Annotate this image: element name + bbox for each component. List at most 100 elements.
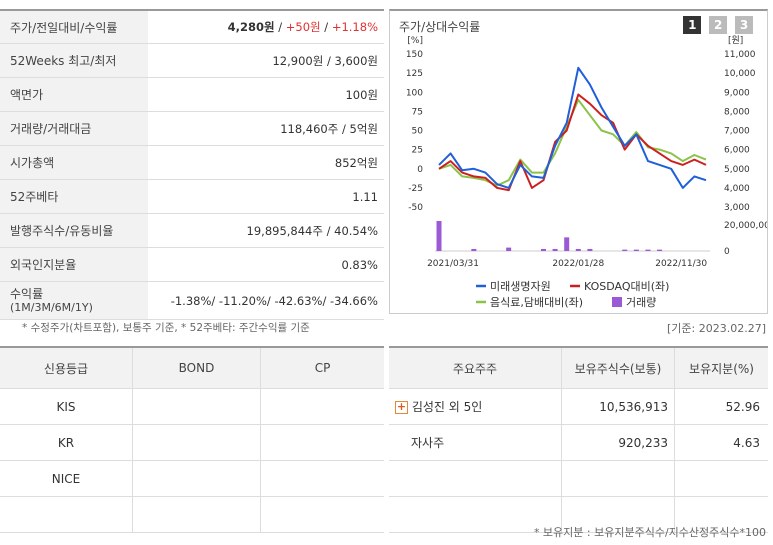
chart-tab-3[interactable]: 3 xyxy=(735,16,753,34)
info-label: 수익률 (1M/3M/6M/1Y) xyxy=(0,282,148,319)
holder-name: 자사주 xyxy=(389,424,562,461)
left-tick-label: -25 xyxy=(408,184,423,194)
separator: / xyxy=(274,20,286,34)
right-tick-label: 9,000 xyxy=(724,88,750,98)
empty-cell xyxy=(561,460,675,497)
x-tick-label: 2022/01/28 xyxy=(552,259,604,269)
volume-bar xyxy=(471,248,477,251)
chart-tab-2[interactable]: 2 xyxy=(709,16,728,34)
table-row: + 김성진 외 5인 10,536,913 52.96 xyxy=(389,388,768,425)
agency-name: KR xyxy=(0,424,133,461)
volume-bar xyxy=(622,249,628,251)
left-tick-label: 0 xyxy=(417,165,423,175)
x-tick-label: 2022/11/30 xyxy=(655,259,707,269)
chart-panel: 주가/상대수익률 1 2 3 [%] [원] 150 125 100 75 50 25 0 -… xyxy=(389,9,768,314)
info-label: 시가총액 xyxy=(0,146,148,179)
empty-cell xyxy=(389,496,562,533)
left-tick-label: 25 xyxy=(412,146,423,156)
empty-cell xyxy=(561,496,675,533)
volume-bar xyxy=(587,248,593,251)
holder-shares: 920,233 xyxy=(561,424,675,461)
legend-label-volume: 거래량 xyxy=(626,296,656,309)
bond-rating xyxy=(132,388,261,425)
volume-bar xyxy=(552,248,558,251)
left-tick-label: -50 xyxy=(408,203,423,213)
price-value: 4,280원 / +50원 / +1.18% xyxy=(148,11,384,43)
price-change: +50원 xyxy=(285,20,321,34)
table-row xyxy=(389,496,768,533)
info-row-price: 주가/전일대비/수익률 4,280원 / +50원 / +1.18% xyxy=(0,11,384,44)
volume-bar xyxy=(645,249,651,251)
right-tick-label: 7,000 xyxy=(724,127,750,137)
volume-bar xyxy=(564,237,570,251)
empty-cell xyxy=(389,460,562,497)
empty-cell xyxy=(674,496,768,533)
info-footnote: * 수정주가(차트포함), 보통주 기준, * 52주베타: 주간수익률 기준 xyxy=(22,322,310,334)
cp-rating xyxy=(260,388,384,425)
left-tick-label: 100 xyxy=(406,88,423,98)
info-row-52weeks: 52Weeks 최고/최저 12,900원 / 3,600원 xyxy=(0,44,384,78)
info-row-par-value: 액면가 100원 xyxy=(0,78,384,112)
col-header: 보유지분(%) xyxy=(674,347,768,389)
empty-cell xyxy=(0,496,133,533)
empty-cell xyxy=(260,496,384,533)
series-line-2 xyxy=(438,93,707,192)
info-value: 19,895,844주 / 40.54% xyxy=(246,223,378,238)
info-label: 발행주식수/유동비율 xyxy=(0,214,148,247)
info-label: 거래량/거래대금 xyxy=(0,112,148,145)
left-tick-label: 75 xyxy=(412,107,423,117)
cp-rating xyxy=(260,460,384,497)
legend-swatch-volume xyxy=(612,297,622,307)
volume-tick-label: 0 xyxy=(724,247,730,257)
left-tick-label: 150 xyxy=(406,50,423,60)
return-chart: [%] [원] 150 125 100 75 50 25 0 -25 -50 11,000 10,… xyxy=(406,35,767,309)
col-header: 주요주주 xyxy=(389,347,562,389)
table-row: NICE xyxy=(0,460,384,497)
table-row xyxy=(389,460,768,497)
empty-cell xyxy=(674,460,768,497)
expand-icon[interactable]: + xyxy=(395,400,408,414)
chart-tab-1[interactable]: 1 xyxy=(683,16,702,34)
holder-pct: 4.63 xyxy=(674,424,768,461)
right-tick-label: 11,000 xyxy=(724,50,756,60)
returns-label: 수익률 xyxy=(10,286,44,301)
volume-bar xyxy=(575,248,581,251)
info-value: 100원 xyxy=(345,87,378,102)
legend-label-series-2: KOSDAQ대비(좌) xyxy=(584,280,669,293)
returns-sublabel: (1M/3M/6M/1Y) xyxy=(10,300,93,314)
left-tick-label: 125 xyxy=(406,69,423,79)
info-row-shares: 발행주식수/유동비율 19,895,844주 / 40.54% xyxy=(0,214,384,248)
volume-bar xyxy=(506,247,512,251)
info-label: 외국인지분율 xyxy=(0,248,148,281)
series-line-1 xyxy=(438,66,707,189)
right-tick-label: 4,000 xyxy=(724,184,750,194)
volume-bar xyxy=(540,248,546,251)
right-tick-label: 3,000 xyxy=(724,203,750,213)
col-header: BOND xyxy=(132,347,261,389)
volume-bar xyxy=(633,249,639,251)
info-row-market-cap: 시가총액 852억원 xyxy=(0,146,384,180)
table-row: KIS xyxy=(0,388,384,425)
volume-bar xyxy=(657,249,663,251)
info-row-volume: 거래량/거래대금 118,460주 / 5억원 xyxy=(0,112,384,146)
holder-pct: 52.96 xyxy=(674,388,768,425)
table-row: 자사주 920,233 4.63 xyxy=(389,424,768,461)
left-tick-label: 50 xyxy=(412,127,424,137)
left-axis-unit: [%] xyxy=(407,36,423,46)
agency-name: KIS xyxy=(0,388,133,425)
right-tick-label: 8,000 xyxy=(724,107,750,117)
info-value: 852억원 xyxy=(334,155,378,170)
volume-tick-label: 20,000,000 xyxy=(724,221,767,231)
right-axis-unit: [원] xyxy=(728,35,743,46)
chart-tabs: 1 2 3 xyxy=(679,16,753,34)
right-tick-label: 10,000 xyxy=(724,69,756,79)
col-header: 신용등급 xyxy=(0,347,133,389)
table-row: KR xyxy=(0,424,384,461)
base-date: [기준: 2023.02.27] xyxy=(666,322,766,335)
bond-rating xyxy=(132,460,261,497)
info-row-foreign: 외국인지분율 0.83% xyxy=(0,248,384,282)
price-rate: +1.18% xyxy=(331,20,378,34)
info-value: 0.83% xyxy=(341,257,378,272)
info-label: 액면가 xyxy=(0,78,148,111)
cp-rating xyxy=(260,424,384,461)
